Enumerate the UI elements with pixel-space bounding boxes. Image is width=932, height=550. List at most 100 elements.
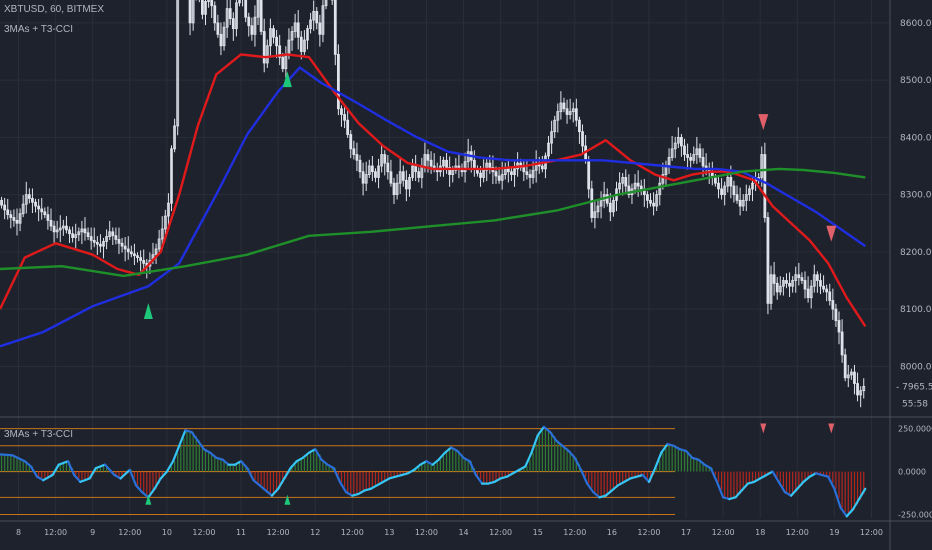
candle-body — [766, 217, 770, 304]
candle-body — [173, 125, 177, 150]
cci-line-segment — [88, 467, 97, 480]
cci-line-segment — [845, 508, 855, 518]
candle-body — [649, 199, 652, 204]
candle-body — [670, 148, 674, 158]
candle-body — [713, 177, 717, 184]
candle-body — [673, 142, 677, 150]
candle-body — [299, 36, 303, 52]
candle-body — [142, 260, 146, 264]
candle-body — [831, 300, 835, 310]
candle-body — [695, 148, 699, 155]
candle-body — [296, 22, 300, 38]
candle-body — [99, 243, 102, 247]
cci-line-segment — [171, 444, 181, 463]
cci-line-segment — [468, 460, 478, 477]
candle-body — [559, 102, 563, 113]
candle-body — [859, 390, 863, 396]
cci-line-segment — [771, 470, 780, 483]
candle-body — [355, 154, 359, 161]
candle-body — [228, 8, 232, 20]
cci-line-segment — [524, 451, 533, 468]
cci-line-segment — [357, 489, 366, 496]
candle-body — [219, 33, 223, 47]
x-tick-label: 10 — [162, 528, 172, 537]
candle-body — [442, 159, 445, 167]
y-tick-label: 8500.0 — [900, 76, 932, 86]
cci-line-segment — [159, 470, 168, 480]
signals — [143, 71, 837, 319]
candle-body — [605, 194, 609, 204]
cci-line-segment — [369, 484, 379, 490]
cci-line-segment — [697, 458, 706, 466]
candle-body — [417, 171, 421, 178]
cci-line-segment — [283, 467, 292, 480]
candle-body — [633, 182, 637, 190]
candle-body — [463, 161, 467, 173]
cci-line-segment — [73, 473, 82, 483]
candle-body — [349, 134, 353, 150]
cci-line-segment — [456, 449, 465, 459]
candle-body — [661, 174, 665, 184]
candle-body — [83, 228, 87, 234]
candle-body — [358, 159, 362, 173]
cci-line-segment — [307, 448, 317, 454]
candle-body — [627, 185, 631, 196]
x-tick-label: 11 — [236, 528, 246, 537]
buy-signal-arrow — [282, 71, 292, 88]
candle-body — [306, 28, 309, 41]
candle-body — [117, 239, 121, 244]
candle-body — [791, 280, 795, 287]
candle-body — [293, 22, 297, 32]
cci-line-segment — [79, 477, 91, 483]
cci-line-segment — [450, 446, 459, 453]
cci-line-segment — [295, 456, 304, 463]
candle-body — [785, 280, 788, 284]
candle-body — [302, 39, 306, 52]
candle-body — [479, 172, 482, 178]
x-tick-label: 12:00 — [192, 528, 215, 537]
cci-line-segment — [808, 472, 817, 478]
x-tick-label: 18 — [755, 528, 765, 537]
candle-body — [3, 204, 7, 211]
cci-y-tick-label: -250.0000 — [898, 511, 932, 520]
candle-body — [176, 0, 180, 127]
candle-body — [352, 148, 356, 155]
cci-line-segment — [103, 463, 116, 477]
candle-body — [225, 8, 229, 28]
cci-line-segment — [119, 468, 131, 480]
candle-body — [494, 171, 498, 177]
candle-body — [853, 371, 856, 384]
x-tick-label: 16 — [607, 528, 617, 537]
x-tick-label: 14 — [458, 528, 468, 537]
cci-line-segment — [586, 482, 595, 494]
cci-line-segment — [246, 467, 255, 482]
cci-line-segment — [715, 480, 725, 499]
cci-line-segment — [134, 484, 144, 494]
candle-body — [398, 171, 402, 184]
candle-body — [9, 214, 13, 218]
candle-body — [618, 182, 622, 190]
candle-body — [525, 171, 529, 175]
cci-line-segment — [518, 465, 527, 471]
cci-line-segment — [209, 451, 218, 459]
candle-body — [77, 231, 81, 236]
candle-body — [781, 280, 785, 287]
candle-body — [386, 162, 390, 173]
sell-signal-arrow — [826, 225, 837, 242]
candle-body — [834, 308, 838, 321]
candle-body — [65, 225, 68, 231]
last-price-badge — [892, 379, 932, 394]
candle-body — [52, 225, 56, 233]
candle-body — [812, 274, 816, 287]
candle-body — [340, 108, 343, 115]
cci-line-segment — [765, 470, 774, 477]
candle-body — [550, 131, 554, 144]
x-tick-label: 12:00 — [712, 528, 735, 537]
x-tick-label: 12:00 — [415, 528, 438, 537]
cci-line-segment — [11, 454, 26, 463]
candle-body — [374, 171, 377, 178]
buy-signal-arrow — [143, 302, 153, 319]
cci-line-segment — [530, 434, 539, 454]
cci-line-segment — [94, 463, 107, 470]
